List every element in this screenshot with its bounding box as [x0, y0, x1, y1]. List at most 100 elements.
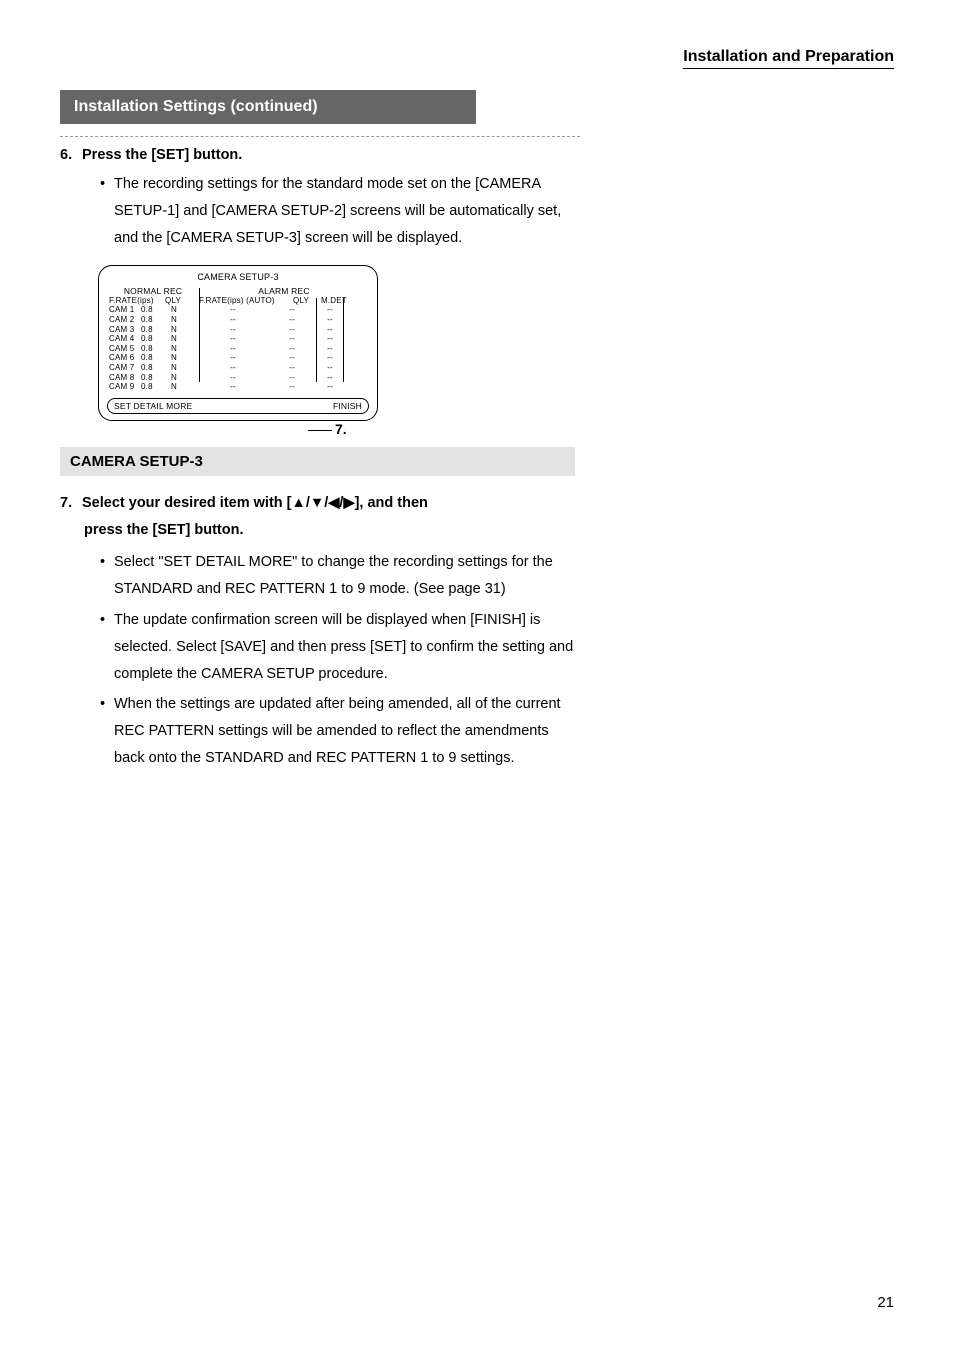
cam-cell: CAM 1	[107, 305, 141, 315]
cam-cell: CAM 3	[107, 325, 141, 335]
bullet-text: The recording settings for the standard …	[114, 171, 580, 251]
table-row: CAM 30.8N------	[107, 325, 369, 335]
bullet-item: • The recording settings for the standar…	[100, 171, 580, 251]
qly-cell: N	[165, 315, 197, 325]
divider	[343, 298, 344, 382]
bullet-item: • Select "SET DETAIL MORE" to change the…	[100, 549, 580, 603]
cam-cell: CAM 8	[107, 373, 141, 383]
alarm-qly-cell: --	[269, 373, 315, 383]
screen-title: CAMERA SETUP-3	[107, 272, 369, 282]
divider	[316, 298, 317, 382]
rate-cell: 0.8	[141, 353, 165, 363]
alarm-qly-cell: --	[269, 305, 315, 315]
screen-bottom-buttons: SET DETAIL MORE FINISH	[107, 398, 369, 414]
cam-cell: CAM 2	[107, 315, 141, 325]
alarm-rate-cell: --	[197, 325, 269, 335]
mdet-cell: --	[315, 344, 345, 354]
step-7-line2: press the [SET] button.	[84, 517, 580, 544]
table-row: CAM 50.8N------	[107, 344, 369, 354]
qly-cell: N	[165, 382, 197, 392]
rate-cell: 0.8	[141, 305, 165, 315]
camera-setup-3-screen: CAMERA SETUP-3 NORMAL REC ALARM REC F.RA…	[98, 265, 378, 420]
qly-cell: N	[165, 363, 197, 373]
alarm-rate-cell: --	[197, 315, 269, 325]
alarm-rec-label: ALARM REC	[199, 286, 369, 296]
bullet-dot: •	[100, 607, 114, 687]
table-row: CAM 60.8N------	[107, 353, 369, 363]
step-7-bullets: • Select "SET DETAIL MORE" to change the…	[100, 549, 580, 772]
rate-cell: 0.8	[141, 344, 165, 354]
mdet-cell: --	[315, 325, 345, 335]
subsection-heading: CAMERA SETUP-3	[60, 447, 575, 476]
alarm-qly-cell: --	[269, 382, 315, 392]
alarm-rate-cell: --	[197, 382, 269, 392]
bullet-text: When the settings are updated after bein…	[114, 691, 580, 771]
alarm-rate-cell: --	[197, 353, 269, 363]
step-6-num: 6.	[60, 147, 82, 163]
table-row: CAM 20.8N------	[107, 315, 369, 325]
separator	[60, 136, 580, 137]
alarm-qly-cell: --	[269, 334, 315, 344]
mdet-cell: --	[315, 373, 345, 383]
table-row: CAM 90.8N------	[107, 382, 369, 392]
rate-cell: 0.8	[141, 382, 165, 392]
table-row: CAM 10.8N------	[107, 305, 369, 315]
mdet-cell: --	[315, 363, 345, 373]
alarm-rate-cell: --	[197, 344, 269, 354]
qly-cell: N	[165, 334, 197, 344]
step-7-line1: Select your desired item with [▲/▼/◀/▶],…	[82, 495, 428, 511]
alarm-rate-cell: --	[197, 373, 269, 383]
cam-cell: CAM 5	[107, 344, 141, 354]
bullet-item: • When the settings are updated after be…	[100, 691, 580, 771]
table-row: CAM 40.8N------	[107, 334, 369, 344]
alarm-qly-cell: --	[269, 325, 315, 335]
callout-line	[308, 430, 332, 431]
qly-label: QLY	[165, 296, 199, 305]
callout-7: 7.	[335, 421, 347, 437]
screen-rows: CAM 10.8N------CAM 20.8N------CAM 30.8N-…	[107, 305, 369, 391]
cam-cell: CAM 6	[107, 353, 141, 363]
frate-label: F.RATE(ips)	[107, 296, 165, 305]
cam-cell: CAM 9	[107, 382, 141, 392]
title-bar: Installation Settings (continued)	[60, 90, 476, 124]
step-6-heading: 6.Press the [SET] button.	[60, 147, 580, 163]
alarm-qly-cell: --	[269, 315, 315, 325]
alarm-qly-cell: --	[269, 344, 315, 354]
rate-cell: 0.8	[141, 315, 165, 325]
step-7-num: 7.	[60, 490, 82, 517]
table-row: CAM 70.8N------	[107, 363, 369, 373]
bullet-dot: •	[100, 171, 114, 251]
alarm-rate-cell: --	[197, 305, 269, 315]
finish-button[interactable]: FINISH	[333, 401, 362, 411]
step-6-bullets: • The recording settings for the standar…	[100, 171, 580, 251]
alarm-qly-cell: --	[269, 353, 315, 363]
screen-sub-headers: F.RATE(ips) QLY F.RATE(ips) (AUTO) QLY M…	[107, 296, 369, 305]
bullet-text: Select "SET DETAIL MORE" to change the r…	[114, 549, 580, 603]
qly-cell: N	[165, 353, 197, 363]
mdet-cell: --	[315, 315, 345, 325]
bullet-dot: •	[100, 549, 114, 603]
set-detail-more-button[interactable]: SET DETAIL MORE	[114, 401, 192, 411]
page-number: 21	[877, 1294, 894, 1311]
divider	[199, 288, 200, 382]
screen-col-headers: NORMAL REC ALARM REC	[107, 286, 369, 296]
alarm-rate-cell: --	[197, 363, 269, 373]
cam-cell: CAM 4	[107, 334, 141, 344]
normal-rec-label: NORMAL REC	[107, 286, 199, 296]
bullet-dot: •	[100, 691, 114, 771]
qly-cell: N	[165, 325, 197, 335]
alarm-rate-cell: --	[197, 334, 269, 344]
alarm-qly-label: QLY	[293, 296, 317, 305]
mdet-cell: --	[315, 382, 345, 392]
alarm-qly-cell: --	[269, 363, 315, 373]
section-header: Installation and Preparation	[683, 48, 894, 69]
rate-cell: 0.8	[141, 325, 165, 335]
step-6-text: Press the [SET] button.	[82, 147, 242, 163]
qly-cell: N	[165, 373, 197, 383]
mdet-cell: --	[315, 353, 345, 363]
rate-cell: 0.8	[141, 334, 165, 344]
step-7-heading: 7.Select your desired item with [▲/▼/◀/▶…	[60, 490, 580, 517]
bullet-item: • The update confirmation screen will be…	[100, 607, 580, 687]
table-row: CAM 80.8N------	[107, 373, 369, 383]
cam-cell: CAM 7	[107, 363, 141, 373]
